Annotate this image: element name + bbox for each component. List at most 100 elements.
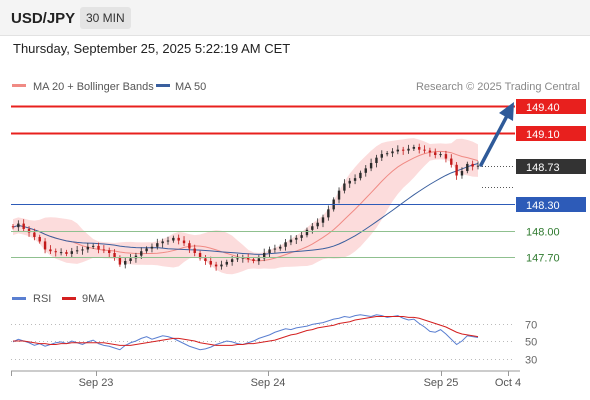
price-layer [11, 138, 480, 275]
candle-body [145, 248, 148, 252]
candle-body [27, 228, 31, 233]
candle-body [444, 154, 448, 159]
candle-body [439, 154, 442, 156]
candle-body [466, 163, 469, 172]
candle-body [369, 163, 373, 169]
candle-body [22, 223, 25, 229]
candle-body [428, 150, 432, 153]
candle-body [230, 259, 234, 262]
candle-body [70, 251, 73, 254]
candle-body [113, 253, 116, 258]
candle-body [263, 253, 266, 259]
candle-body [375, 157, 378, 164]
candle-body [97, 245, 100, 250]
candle-body [279, 246, 282, 249]
candle-body [311, 226, 314, 230]
ma20-legend-label: MA 20 + Bollinger Bands [33, 81, 154, 93]
candle-body [412, 146, 416, 149]
candle-body [11, 226, 15, 228]
candle-body [337, 190, 341, 200]
rsi-tick-70: 70 [525, 320, 537, 332]
candle-body [364, 168, 367, 173]
candle-body [172, 237, 175, 241]
candle-body [423, 149, 426, 151]
candle-body [316, 222, 319, 227]
candle-body [161, 241, 164, 244]
ma20-legend-swatch [12, 84, 26, 87]
rsi-legend-label: RSI [33, 293, 51, 305]
forecast-arrow [479, 102, 514, 167]
research-credit: Research © 2025 Trading Central [416, 81, 580, 93]
candle-body [343, 183, 346, 191]
candle-body [188, 243, 191, 249]
candle-body [38, 236, 41, 242]
candle-body [108, 250, 111, 253]
candle-body [75, 250, 79, 252]
candle-body [118, 257, 122, 265]
candle-body [295, 237, 298, 240]
candle-body [91, 245, 95, 247]
candle-body [396, 149, 400, 152]
candle-body [348, 180, 351, 184]
x-tick-label: Sep 24 [251, 377, 286, 389]
support-1-tag [516, 197, 586, 212]
x-tick-label: Sep 25 [424, 377, 459, 389]
resistance-2-label: 149.40 [526, 102, 560, 114]
rsi-tick-30: 30 [525, 355, 537, 367]
candle-body [54, 251, 57, 253]
candle-body [289, 239, 293, 243]
rsi-ma9-line [13, 316, 479, 346]
candle-body [166, 240, 170, 242]
candle-body [327, 209, 330, 218]
candle-body [81, 249, 84, 251]
candle-body [359, 172, 362, 179]
levels-layer: 149.40 149.10 148.73 148.30 148.00 147.70 [11, 99, 586, 265]
resistance-1-label: 149.10 [526, 129, 560, 141]
rsi-legend-swatch [12, 297, 26, 300]
chart-header: USD/JPY 30 MIN [0, 0, 590, 36]
candle-body [182, 240, 186, 244]
support-3-label: 147.70 [526, 253, 560, 265]
candle-body [321, 217, 325, 223]
ma20-line [12, 150, 479, 262]
candle-body [177, 237, 180, 241]
candle-body [407, 148, 410, 151]
candle-body [391, 151, 394, 154]
symbol-title[interactable]: USD/JPY [11, 10, 76, 27]
candle-body [434, 152, 437, 155]
candle-body [140, 251, 143, 256]
candle-body [236, 258, 239, 260]
candle-body [305, 229, 309, 236]
rsi-panel: 70 50 30 [11, 314, 537, 367]
x-axis: Sep 23 Sep 24 Sep 25 Oct 4 [11, 371, 521, 389]
bollinger-band [13, 138, 478, 275]
candle-body [102, 249, 106, 251]
candle-body [353, 178, 357, 181]
candle-body [209, 261, 212, 265]
candle-body [380, 154, 383, 158]
candle-body [385, 153, 389, 155]
support-1-label: 148.30 [526, 200, 560, 212]
candle-body [49, 249, 52, 252]
candle-body [150, 246, 154, 249]
candle-body [43, 241, 47, 250]
candle-body [124, 261, 127, 265]
timeframe-button[interactable]: 30 MIN [80, 7, 131, 29]
ma9-legend-swatch [62, 297, 76, 300]
ma50-legend-label: MA 50 [175, 81, 206, 93]
candle-body [214, 264, 218, 267]
candle-body [65, 252, 68, 254]
resistance-1-tag [516, 126, 586, 141]
candle-body [471, 163, 474, 167]
rsi-tick-50: 50 [525, 337, 537, 349]
candle-body [268, 249, 271, 253]
candle-body [156, 243, 159, 247]
candle-body [59, 252, 63, 254]
candle-body [246, 257, 250, 260]
candle-body [300, 235, 303, 238]
candle-body [460, 171, 464, 176]
chart-datetime: Thursday, September 25, 2025 5:22:19 AM … [13, 41, 291, 56]
candle-body [401, 149, 405, 151]
candle-body [17, 223, 20, 228]
